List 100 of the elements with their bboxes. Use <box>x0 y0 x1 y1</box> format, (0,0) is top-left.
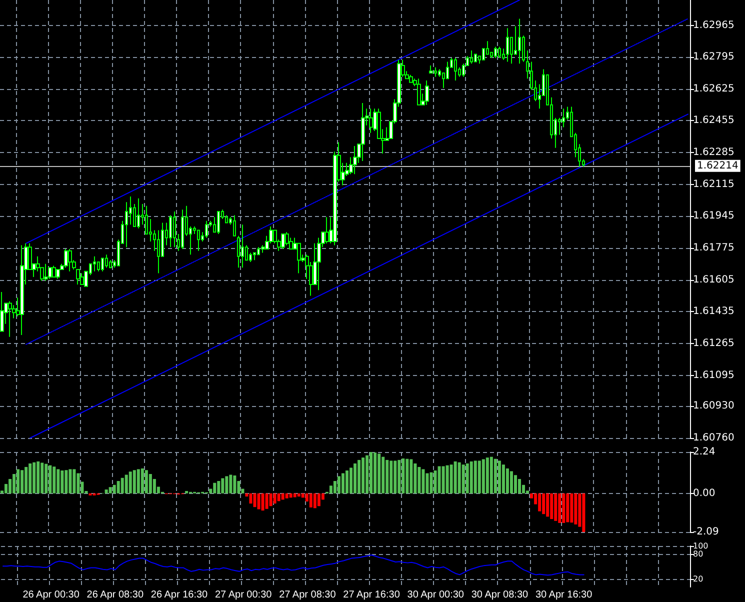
candlestick <box>518 18 521 64</box>
bar <box>217 481 220 494</box>
bar <box>474 460 477 494</box>
bar <box>68 469 72 494</box>
bar <box>358 460 361 494</box>
bar <box>558 493 562 523</box>
x-tick-label: 30 Apr 08:30 <box>471 590 529 600</box>
y-tick-label: 80 <box>693 550 704 559</box>
candlestick <box>241 224 244 268</box>
bar <box>382 456 385 494</box>
line-series <box>2 554 584 576</box>
bar <box>462 464 465 494</box>
bar <box>498 460 501 494</box>
candlestick <box>281 233 285 250</box>
x-tick-label: 30 Apr 00:30 <box>407 590 464 600</box>
bar <box>554 493 558 521</box>
bar <box>221 478 224 494</box>
y-tick-label: 1.62965 <box>693 20 734 31</box>
y-tick-label: 1.61945 <box>693 210 734 222</box>
x-tick-label: 26 Apr 00:30 <box>22 590 80 600</box>
bar <box>229 474 232 494</box>
bar <box>514 475 517 494</box>
x-tick-label: 26 Apr 08:30 <box>86 590 144 600</box>
candlestick <box>169 214 172 248</box>
bar <box>76 473 80 494</box>
bar <box>261 493 264 511</box>
bar <box>185 490 188 494</box>
bar <box>570 493 574 523</box>
bar <box>506 468 509 494</box>
candlestick <box>105 254 108 268</box>
bar <box>394 460 397 494</box>
bar <box>289 493 292 498</box>
candlestick <box>361 102 365 162</box>
bar <box>253 493 256 508</box>
bar <box>362 458 365 494</box>
y-tick-label: 1.61605 <box>693 274 734 286</box>
bar <box>269 493 272 506</box>
bar <box>422 469 425 494</box>
bar <box>410 459 413 494</box>
bar <box>486 458 489 494</box>
bar <box>265 493 268 509</box>
candlestick <box>64 248 68 268</box>
bar <box>426 473 429 494</box>
y-tick-label: 0.00 <box>693 488 716 499</box>
bar <box>40 462 44 494</box>
candlestick <box>68 248 72 272</box>
candlestick <box>8 300 12 338</box>
y-tick-label: 1.61095 <box>693 370 734 381</box>
bar <box>60 470 64 494</box>
bar <box>285 493 288 498</box>
bar <box>277 493 280 502</box>
x-tick-label: 30 Apr 16:30 <box>535 590 593 600</box>
bar <box>281 493 284 500</box>
bar <box>32 462 36 494</box>
bar <box>454 461 457 494</box>
candlestick <box>93 256 96 272</box>
candlestick <box>205 220 208 238</box>
bar <box>430 472 433 494</box>
bar <box>132 470 136 494</box>
candlestick <box>233 214 236 236</box>
y-tick-label: 20 <box>693 574 704 584</box>
y-tick-label: 1.60930 <box>693 400 734 412</box>
candlestick <box>76 269 80 286</box>
candlestick <box>470 50 473 64</box>
bar <box>124 474 128 494</box>
candlestick <box>506 28 509 62</box>
bar <box>128 472 132 494</box>
candlestick <box>498 46 501 59</box>
candlestick <box>197 230 200 252</box>
bar <box>482 459 485 494</box>
bar <box>257 493 260 510</box>
bar <box>538 493 542 512</box>
candlestick <box>48 267 52 280</box>
bar <box>418 466 421 494</box>
bar <box>574 493 578 524</box>
y-tick-label: 1.60760 <box>693 432 734 444</box>
bar <box>458 462 461 494</box>
candlestick <box>80 272 84 286</box>
candlestick <box>20 244 24 336</box>
bar <box>148 474 152 494</box>
y-tick-label: 1.62625 <box>693 83 734 94</box>
y-tick-label: -2.09 <box>693 526 719 538</box>
bar <box>546 493 550 517</box>
bar <box>28 463 32 494</box>
bar <box>36 461 40 494</box>
y-tick-label: 1.62285 <box>693 147 734 158</box>
candlestick <box>429 65 433 74</box>
bar <box>56 469 60 494</box>
y-tick-label: 1.62455 <box>693 115 734 126</box>
bar <box>337 476 340 494</box>
candlestick <box>44 263 48 282</box>
bar <box>213 482 216 494</box>
y-tick-label: 1.61435 <box>693 306 734 318</box>
x-tick-label: 26 Apr 16:30 <box>150 590 208 600</box>
bar <box>542 493 546 514</box>
bar <box>470 461 473 494</box>
bar <box>341 473 344 494</box>
y-tick-label: 2.24 <box>693 446 716 458</box>
bar <box>293 493 296 498</box>
bar <box>313 493 316 508</box>
